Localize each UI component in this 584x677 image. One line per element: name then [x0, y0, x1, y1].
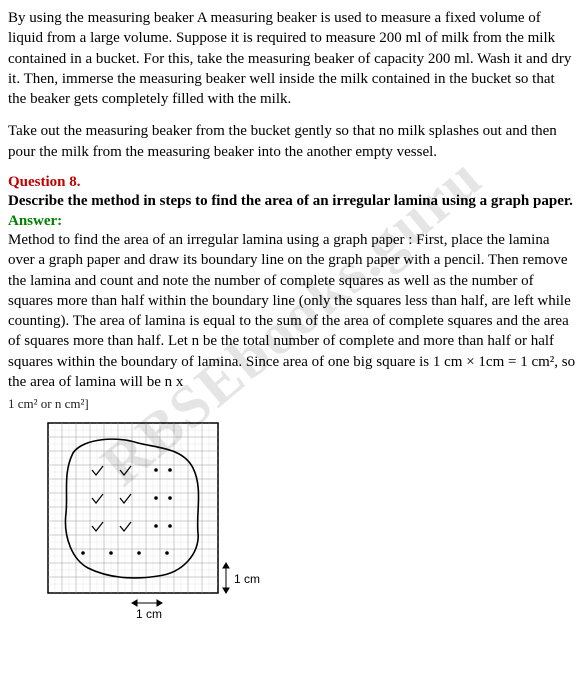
answer-label: Answer:	[8, 213, 576, 230]
lamina-figure: 1 cm 1 cm	[28, 418, 576, 633]
dim-v-label: 1 cm	[234, 572, 260, 586]
graph-svg: 1 cm 1 cm	[28, 418, 288, 628]
question-text: Describe the method in steps to find the…	[8, 191, 576, 211]
dim-h-label: 1 cm	[136, 607, 162, 621]
answer-text: Method to find the area of an irregular …	[8, 230, 576, 392]
formula-text: 1 cm² or n cm²]	[8, 396, 576, 412]
intro-paragraph-2: Take out the measuring beaker from the b…	[8, 121, 576, 162]
question-label: Question 8.	[8, 174, 576, 191]
intro-paragraph-1: By using the measuring beaker A measurin…	[8, 8, 576, 109]
